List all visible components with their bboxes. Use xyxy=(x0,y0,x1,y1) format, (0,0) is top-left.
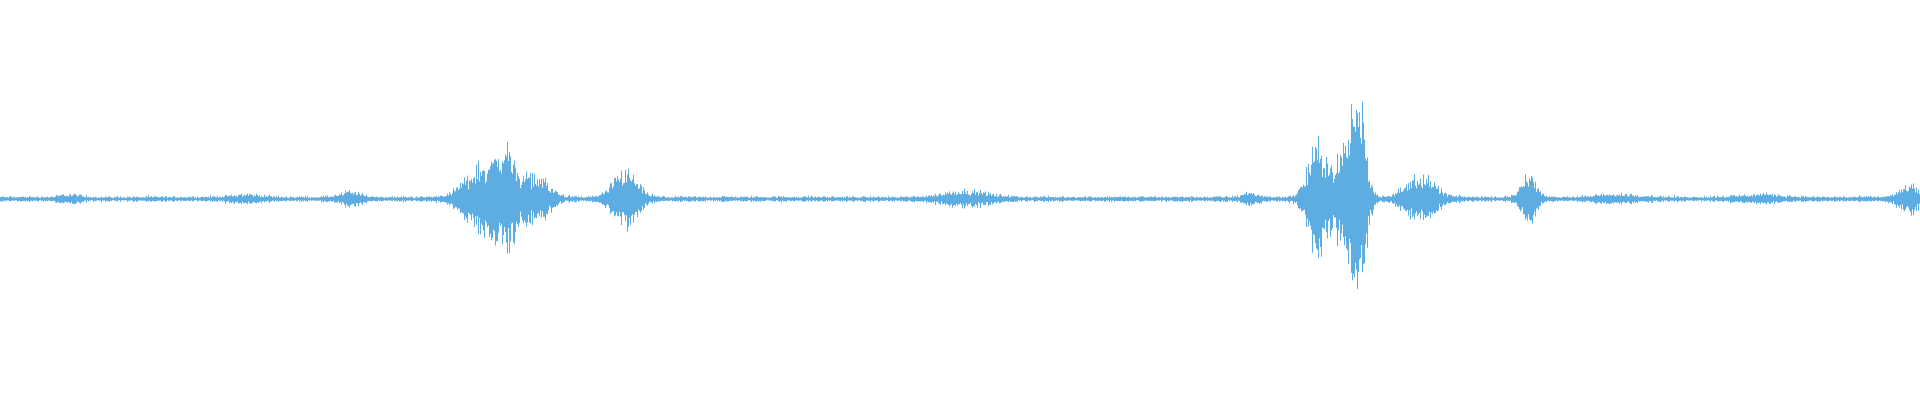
waveform-path xyxy=(0,101,1920,289)
